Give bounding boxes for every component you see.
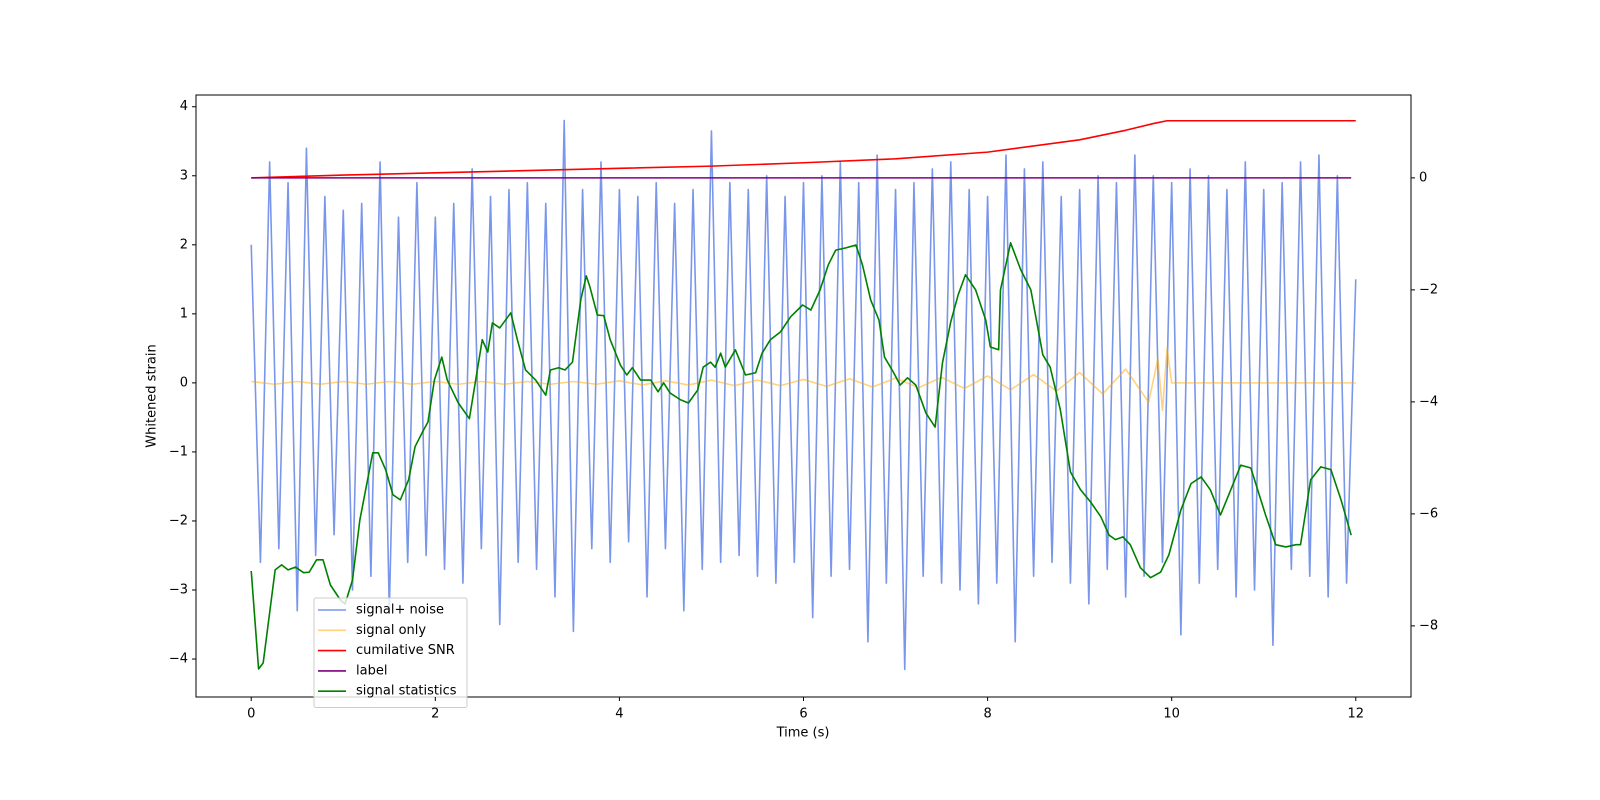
legend-label: label <box>356 663 387 678</box>
y-tick-label: 3 <box>180 168 188 183</box>
x-tick-label: 10 <box>1163 707 1180 722</box>
legend-label: signal only <box>356 623 426 638</box>
y2-tick-label: −2 <box>1419 282 1438 297</box>
x-tick-label: 0 <box>247 707 255 722</box>
series-line <box>250 242 1352 670</box>
x-tick-label: 8 <box>983 707 991 722</box>
legend-label: signal+ noise <box>356 603 444 618</box>
y-tick-label: −3 <box>169 582 188 597</box>
y-tick-label: 1 <box>180 306 188 321</box>
series-line <box>251 119 1356 179</box>
y-tick-label: −4 <box>169 652 188 667</box>
x-tick-label: 4 <box>615 707 623 722</box>
y-tick-label: −1 <box>169 444 188 459</box>
x-tick-label: 2 <box>431 707 439 722</box>
x-axis-label: Time (s) <box>776 726 830 741</box>
y2-tick-label: −4 <box>1419 394 1438 409</box>
y-tick-label: −2 <box>169 513 188 528</box>
legend-box <box>313 597 468 708</box>
legend: signal+ noise signal only cumilative SNR la… <box>313 597 468 708</box>
x-tick-label: 12 <box>1347 707 1364 722</box>
x-tick-label: 6 <box>799 707 807 722</box>
plot-area <box>250 119 1357 671</box>
legend-label: signal statistics <box>356 684 457 699</box>
y2-tick-label: −6 <box>1419 506 1438 521</box>
y-axis-label: Whitened strain <box>145 344 160 447</box>
y-tick-label: 2 <box>180 237 188 252</box>
y-tick-label: 4 <box>180 99 188 114</box>
series-line <box>251 347 1356 412</box>
series-line <box>250 119 1357 671</box>
y2-tick-label: −8 <box>1419 618 1438 633</box>
y2-tick-label: 0 <box>1419 170 1427 185</box>
y-tick-label: 0 <box>180 375 188 390</box>
legend-label: cumilative SNR <box>356 643 455 658</box>
